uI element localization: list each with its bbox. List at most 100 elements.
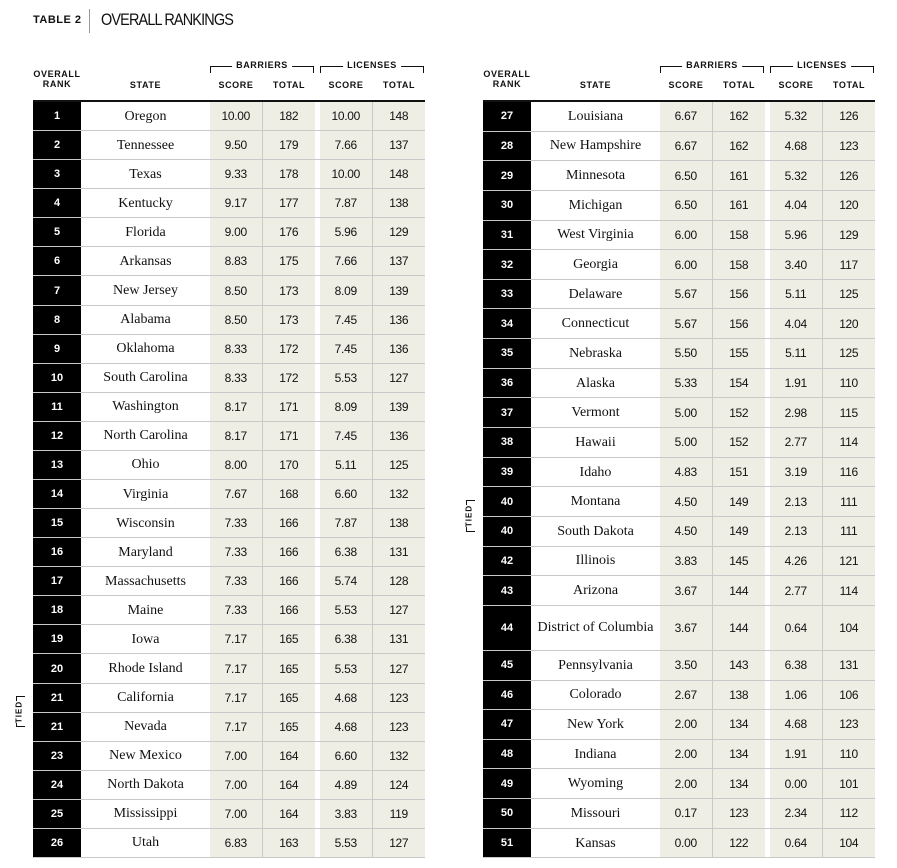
rank-cell: 8 <box>33 305 81 334</box>
barriers-score-cell: 3.67 <box>660 576 713 605</box>
table-row: 28 New Hampshire 6.67 162 4.68 123 <box>483 131 875 162</box>
column-gap <box>315 828 320 858</box>
column-gap <box>765 398 770 428</box>
table-row: 26 Utah 6.83 163 5.53 127 <box>33 828 425 859</box>
table-row: 40 Montana 4.50 149 2.13 111 <box>483 487 875 517</box>
table-row: 31 West Virginia 6.00 158 5.96 129 <box>483 220 875 251</box>
table-row: 44 District of Columbia 3.67 144 0.64 104 <box>483 605 875 651</box>
barriers-total-cell: 158 <box>712 250 765 279</box>
column-gap <box>765 828 770 858</box>
barriers-total-cell: 156 <box>712 279 765 309</box>
state-cell: Colorado <box>569 687 622 703</box>
rank-cell: 5 <box>33 218 81 247</box>
barriers-total-cell: 166 <box>262 538 315 567</box>
licenses-total-cell: 129 <box>822 220 875 250</box>
column-gap <box>315 712 320 741</box>
tied-label: TIED <box>12 700 26 723</box>
table-row: 49 Wyoming 2.00 134 0.00 101 <box>483 769 875 800</box>
state-cell: Hawaii <box>575 434 616 450</box>
licenses-score-cell: 6.38 <box>320 625 373 654</box>
state-cell: Maine <box>127 602 164 618</box>
column-gap <box>315 334 320 363</box>
state-cell: Arizona <box>572 583 619 599</box>
state-cell: Florida <box>125 224 166 240</box>
licenses-total-cell: 119 <box>372 799 425 828</box>
licenses-total-cell: 126 <box>822 102 875 131</box>
licenses-score-cell: 4.89 <box>320 770 373 799</box>
tied-bracket: TIED <box>12 696 26 728</box>
barriers-score-cell: 7.33 <box>210 538 263 567</box>
licenses-score-cell: 3.40 <box>770 250 823 279</box>
licenses-score-cell: 5.53 <box>320 654 373 683</box>
rank-cell: 45 <box>483 650 531 680</box>
barriers-total-cell: 165 <box>262 712 315 741</box>
barriers-score-cell: 5.00 <box>660 398 713 428</box>
state-cell: Idaho <box>579 464 612 480</box>
table-row: 25 Mississippi 7.00 164 3.83 119 <box>33 799 425 829</box>
table-row: 9 Oklahoma 8.33 172 7.45 136 <box>33 334 425 364</box>
rank-cell: 15 <box>33 509 81 538</box>
column-gap <box>765 102 770 131</box>
tied-label: TIED <box>462 504 476 528</box>
licenses-score-cell: 4.04 <box>770 190 823 220</box>
header-group-barriers: BARRIERS <box>660 60 764 73</box>
barriers-score-cell: 6.50 <box>660 161 713 190</box>
rank-cell: 44 <box>483 605 531 650</box>
state-cell: Alaska <box>576 375 615 391</box>
state-cell: South Dakota <box>557 523 634 539</box>
state-cell: Wyoming <box>567 776 624 792</box>
state-cell: Washington <box>112 399 179 415</box>
table-row: 12 North Carolina 8.17 171 7.45 136 <box>33 421 425 451</box>
licenses-total-cell: 137 <box>372 247 425 276</box>
table-row: 7 New Jersey 8.50 173 8.09 139 <box>33 276 425 306</box>
rank-cell: 33 <box>483 279 531 309</box>
table-row: 40 South Dakota 4.50 149 2.13 111 <box>483 516 875 547</box>
barriers-total-cell: 149 <box>712 516 765 546</box>
column-gap <box>315 567 320 596</box>
barriers-score-cell: 6.50 <box>660 190 713 220</box>
barriers-score-cell: 2.00 <box>660 769 713 799</box>
column-gap <box>315 450 320 480</box>
rank-cell: 27 <box>483 102 531 131</box>
licenses-score-cell: 2.34 <box>770 799 823 828</box>
table-row: 37 Vermont 5.00 152 2.98 115 <box>483 398 875 429</box>
state-cell: South Carolina <box>103 370 188 386</box>
licenses-score-cell: 5.53 <box>320 363 373 392</box>
column-gap <box>765 428 770 457</box>
table-row: 42 Illinois 3.83 145 4.26 121 <box>483 546 875 577</box>
licenses-score-cell: 0.64 <box>770 828 823 858</box>
table-row: 20 Rhode Island 7.17 165 5.53 127 <box>33 654 425 684</box>
licenses-score-cell: 6.60 <box>320 480 373 509</box>
state-cell: Utah <box>131 835 160 851</box>
licenses-total-cell: 127 <box>372 363 425 392</box>
barriers-score-cell: 9.50 <box>210 131 263 160</box>
barriers-total-cell: 155 <box>712 339 765 368</box>
barriers-score-cell: 8.83 <box>210 247 263 276</box>
rank-cell: 26 <box>33 828 81 858</box>
column-gap <box>765 650 770 680</box>
licenses-score-cell: 5.11 <box>770 279 823 309</box>
column-gap <box>765 799 770 828</box>
licenses-score-cell: 3.19 <box>770 457 823 487</box>
barriers-score-cell: 7.67 <box>210 480 263 509</box>
licenses-total-cell: 120 <box>822 190 875 220</box>
licenses-total-cell: 132 <box>372 741 425 770</box>
barriers-score-cell: 7.17 <box>210 712 263 741</box>
licenses-score-cell: 0.64 <box>770 605 823 650</box>
header-group-licenses: LICENSES <box>320 60 424 73</box>
rank-cell: 21 <box>33 712 81 741</box>
barriers-score-cell: 7.00 <box>210 741 263 770</box>
licenses-total-cell: 127 <box>372 828 425 858</box>
barriers-total-cell: 138 <box>712 680 765 710</box>
table-row: 45 Pennsylvania 3.50 143 6.38 131 <box>483 650 875 681</box>
column-gap <box>765 769 770 799</box>
licenses-score-cell: 5.53 <box>320 596 373 625</box>
column-gap <box>315 480 320 509</box>
barriers-total-cell: 151 <box>712 457 765 487</box>
state-cell: Ohio <box>131 457 160 473</box>
licenses-total-cell: 120 <box>822 309 875 339</box>
state-cell: New Hampshire <box>549 138 642 154</box>
state-cell: Indiana <box>574 746 617 762</box>
rank-cell: 4 <box>33 189 81 218</box>
barriers-score-cell: 8.50 <box>210 305 263 334</box>
